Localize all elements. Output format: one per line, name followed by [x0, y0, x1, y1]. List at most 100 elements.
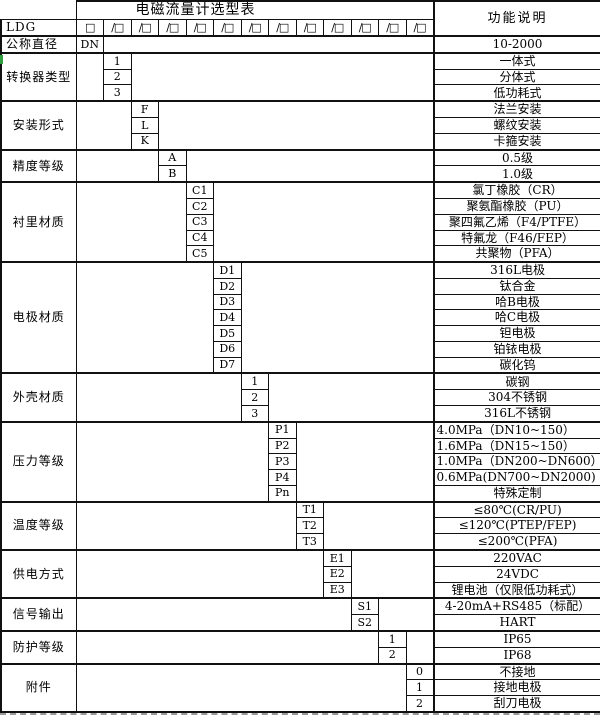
- option-desc-cell: 316L电极: [432, 261, 600, 279]
- option-code-cell: 0: [405, 662, 435, 681]
- option-desc-cell: 1.0MPa（DN200~DN600）: [432, 453, 600, 471]
- spacer-cell: [75, 181, 187, 263]
- option-desc-cell: 钛合金: [432, 277, 600, 295]
- option-desc-cell: 聚氨酯橡胶（PU）: [432, 198, 600, 215]
- option-code-cell: P4: [268, 469, 297, 486]
- option-code-cell: 2: [405, 695, 435, 714]
- option-code-cell: D2: [213, 277, 242, 295]
- spacer-cell: [75, 372, 242, 423]
- model-code-slot: /□: [295, 19, 324, 37]
- option-desc-cell: 共聚物（PFA）: [432, 245, 600, 263]
- option-desc-cell: ≤120℃(PTEP/FEP): [432, 517, 600, 535]
- option-desc-cell: 不接地: [432, 662, 600, 681]
- option-code-cell: Pn: [268, 484, 297, 503]
- option-code-cell: D5: [213, 325, 242, 342]
- spacer-cell: [295, 420, 435, 503]
- option-code-cell: D3: [213, 293, 242, 311]
- section-label: 外壳材质: [0, 372, 77, 423]
- option-desc-cell: 螺纹安装: [432, 117, 600, 134]
- spacer-cell: [75, 51, 104, 102]
- spacer-cell: [75, 261, 214, 374]
- option-code-cell: P3: [268, 453, 297, 471]
- option-code-cell: D4: [213, 309, 242, 327]
- section-label: 公称直径: [0, 35, 77, 54]
- spacer-cell: [75, 629, 379, 665]
- option-desc-cell: 316L不锈钢: [432, 404, 600, 423]
- option-code-cell: P1: [268, 420, 297, 439]
- function-column-header: 功能说明: [432, 0, 600, 37]
- option-desc-cell: 0.6MPa(DN700~DN2000): [432, 469, 600, 486]
- spacer-cell: [75, 100, 132, 151]
- model-code-slot: /□: [213, 19, 242, 37]
- option-code-cell: 1: [240, 372, 269, 391]
- spacer-cell: [75, 548, 324, 599]
- spacer-cell: [212, 181, 435, 263]
- option-desc-cell: 法兰安装: [432, 100, 600, 119]
- option-code-cell: 3: [103, 84, 132, 102]
- model-code-slot: /□: [103, 19, 132, 37]
- option-desc-cell: 碳化钨: [432, 356, 600, 374]
- section-label: 供电方式: [0, 548, 77, 599]
- option-desc-cell: 碳钢: [432, 372, 600, 391]
- option-desc-cell: 氯丁橡胶（CR）: [432, 181, 600, 200]
- model-code-slot: /□: [158, 19, 187, 37]
- spacer-cell: [130, 51, 435, 102]
- spacer-cell: [75, 420, 269, 503]
- option-code-cell: 2: [378, 646, 407, 665]
- option-code-cell: K: [130, 132, 159, 151]
- model-code-slot: /□: [405, 19, 435, 37]
- option-desc-cell: 一体式: [432, 51, 600, 70]
- option-desc-cell: 24VDC: [432, 565, 600, 583]
- option-code-cell: C1: [185, 181, 214, 200]
- section-label: 转换器类型: [0, 51, 77, 102]
- option-code-cell: 2: [103, 68, 132, 86]
- option-code-cell: C3: [185, 213, 214, 231]
- option-desc-cell: 低功耗式: [432, 84, 600, 102]
- option-code-cell: D7: [213, 356, 242, 374]
- option-desc-cell: IP68: [432, 646, 600, 665]
- option-code-cell: 1: [378, 629, 407, 648]
- option-code-cell: T2: [295, 517, 324, 535]
- model-code-slot: /□: [130, 19, 159, 37]
- spacer-cell: [240, 261, 435, 374]
- option-desc-cell: 0.5级: [432, 148, 600, 167]
- option-desc-cell: 哈B电极: [432, 293, 600, 311]
- option-desc-cell: 304不锈钢: [432, 389, 600, 406]
- spacer-cell: [377, 597, 435, 632]
- section-label: 防护等级: [0, 629, 77, 665]
- option-desc-cell: 10-2000: [432, 35, 600, 54]
- section-label: 安装形式: [0, 100, 77, 151]
- spacer-cell: [267, 372, 435, 423]
- option-desc-cell: IP65: [432, 629, 600, 648]
- option-desc-cell: 哈C电极: [432, 309, 600, 327]
- section-label: 衬里材质: [0, 181, 77, 263]
- option-code-cell: F: [130, 100, 159, 119]
- option-code-cell: L: [130, 117, 159, 134]
- spacer-cell: [102, 35, 435, 54]
- table-title: 电磁流量计选型表: [75, 0, 435, 21]
- model-code-slot: /□: [323, 19, 352, 37]
- model-code-slot: /□: [240, 19, 269, 37]
- spacer-cell: [185, 148, 435, 183]
- option-desc-cell: 分体式: [432, 68, 600, 86]
- option-code-cell: C5: [185, 245, 214, 263]
- option-code-cell: 3: [240, 404, 269, 423]
- option-code-cell: T3: [295, 533, 324, 551]
- option-desc-cell: ≤80℃(CR/PU): [432, 500, 600, 519]
- option-desc-cell: 4-20mA+RS485（标配）: [432, 597, 600, 616]
- option-code-cell: E3: [323, 581, 352, 599]
- option-desc-cell: 铂铱电极: [432, 340, 600, 358]
- spacer-cell: [75, 148, 159, 183]
- option-code-cell: B: [158, 165, 187, 183]
- spacer-cell: [75, 500, 297, 551]
- option-code-cell: 1: [405, 679, 435, 697]
- option-code-cell: 1: [103, 51, 132, 70]
- option-desc-cell: 1.0级: [432, 165, 600, 183]
- screen-artifact-green-mark: [0, 55, 3, 64]
- option-desc-cell: 1.6MPa（DN15~150）: [432, 437, 600, 455]
- option-desc-cell: HART: [432, 614, 600, 632]
- page-break-dashed-line: [0, 713, 600, 716]
- option-desc-cell: 4.0MPa（DN10~150）: [432, 420, 600, 439]
